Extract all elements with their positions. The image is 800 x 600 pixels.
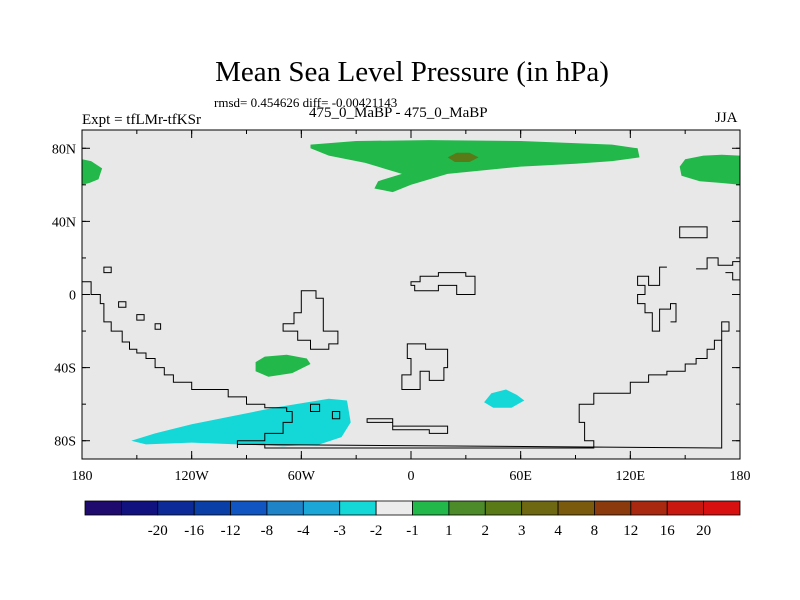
colorbar-box (448, 500, 486, 516)
region-arctic-positive (310, 140, 640, 193)
chart-title: Mean Sea Level Pressure (in hPa) (215, 56, 609, 88)
experiment-label: Expt = tfLMr-tfKSr (82, 112, 201, 128)
season-label: JJA (715, 110, 738, 126)
stats-line: rmsd= 0.454626 diff= -0.00421143 (214, 95, 398, 110)
outline-north-continent-islands (410, 272, 476, 295)
colorbar-label: 16 (660, 523, 676, 539)
colorbar-label: 4 (554, 523, 562, 539)
y-tick-label: 80N (52, 142, 76, 157)
region-dateline-positive (82, 159, 103, 185)
y-tick-label: 0 (69, 289, 76, 304)
outline-south-pacific-island-b (136, 314, 145, 321)
colorbar-box (266, 500, 304, 516)
outline-south-atlantic-ridge (366, 418, 449, 434)
outline-central-continent-a (282, 290, 339, 350)
colorbar-label: -8 (261, 523, 274, 539)
outline-west-pacific-island (103, 266, 112, 274)
y-tick-label: 40S (54, 362, 76, 377)
colorbar-label: -16 (184, 523, 204, 539)
x-tick-label: 120E (616, 469, 646, 484)
colorbar-box (339, 500, 377, 516)
colorbar-label: 20 (696, 523, 711, 539)
colorbar-box (230, 500, 268, 516)
colorbar-box (84, 500, 122, 516)
x-tick-label: 60E (509, 469, 532, 484)
outline-south-pacific-island-a (118, 301, 127, 308)
y-tick-label: 40N (52, 215, 76, 230)
colorbar-label: -12 (221, 523, 241, 539)
colorbar-box (521, 500, 559, 516)
x-tick-label: 180 (72, 469, 93, 484)
region-pacific-positive (679, 154, 740, 185)
colorbar-box (120, 500, 159, 516)
colorbar-box (302, 500, 341, 516)
outline-southern-ocean-island-b (331, 411, 341, 420)
colorbar-box (375, 500, 413, 516)
colorbar-box (703, 500, 741, 516)
chart-subtitle: 475_0_MaBP - 475_0_MaBP (309, 105, 488, 121)
colorbar-label: 2 (482, 523, 490, 539)
colorbar-label: -2 (370, 523, 383, 539)
colorbar-box (484, 500, 523, 516)
colorbar-label: -3 (333, 523, 346, 539)
outline-america-west-coast (82, 281, 293, 448)
colorbar-label: 3 (518, 523, 526, 539)
colorbar-label: -1 (406, 523, 419, 539)
region-indian-ocean-negative (484, 389, 525, 408)
colorbar-box (412, 500, 450, 516)
outline-pacific-island-small (679, 226, 708, 239)
colorbar-label: 1 (445, 523, 453, 539)
colorbar-box (594, 500, 632, 516)
outline-antarctica-coast (237, 321, 730, 449)
region-south-atlantic-positive (255, 354, 311, 377)
colorbar-box (557, 500, 595, 516)
outline-south-pacific-island-c (154, 323, 162, 330)
outline-southern-ocean-island-a (310, 403, 321, 412)
x-tick-label: 180 (730, 469, 751, 484)
outline-central-continent-b (401, 343, 449, 390)
colorbar-box (157, 500, 195, 516)
colorbar-label: -4 (297, 523, 310, 539)
outline-east-coast-strip (637, 266, 677, 332)
colorbar-label: -20 (148, 523, 168, 539)
colorbar-label: 8 (591, 523, 599, 539)
outline-pacific-island-chain (696, 257, 740, 281)
x-tick-label: 60W (288, 469, 316, 484)
colorbar-box (666, 500, 705, 516)
colorbar-label: 12 (623, 523, 638, 539)
colorbar-box (630, 500, 668, 516)
region-arctic-positive-2 (447, 152, 479, 162)
colorbar-box (193, 500, 231, 516)
y-tick-label: 80S (54, 435, 76, 450)
x-tick-label: 0 (408, 469, 415, 484)
map-background (82, 130, 740, 459)
region-southern-ocean-negative (131, 398, 351, 447)
x-tick-label: 120W (175, 469, 210, 484)
